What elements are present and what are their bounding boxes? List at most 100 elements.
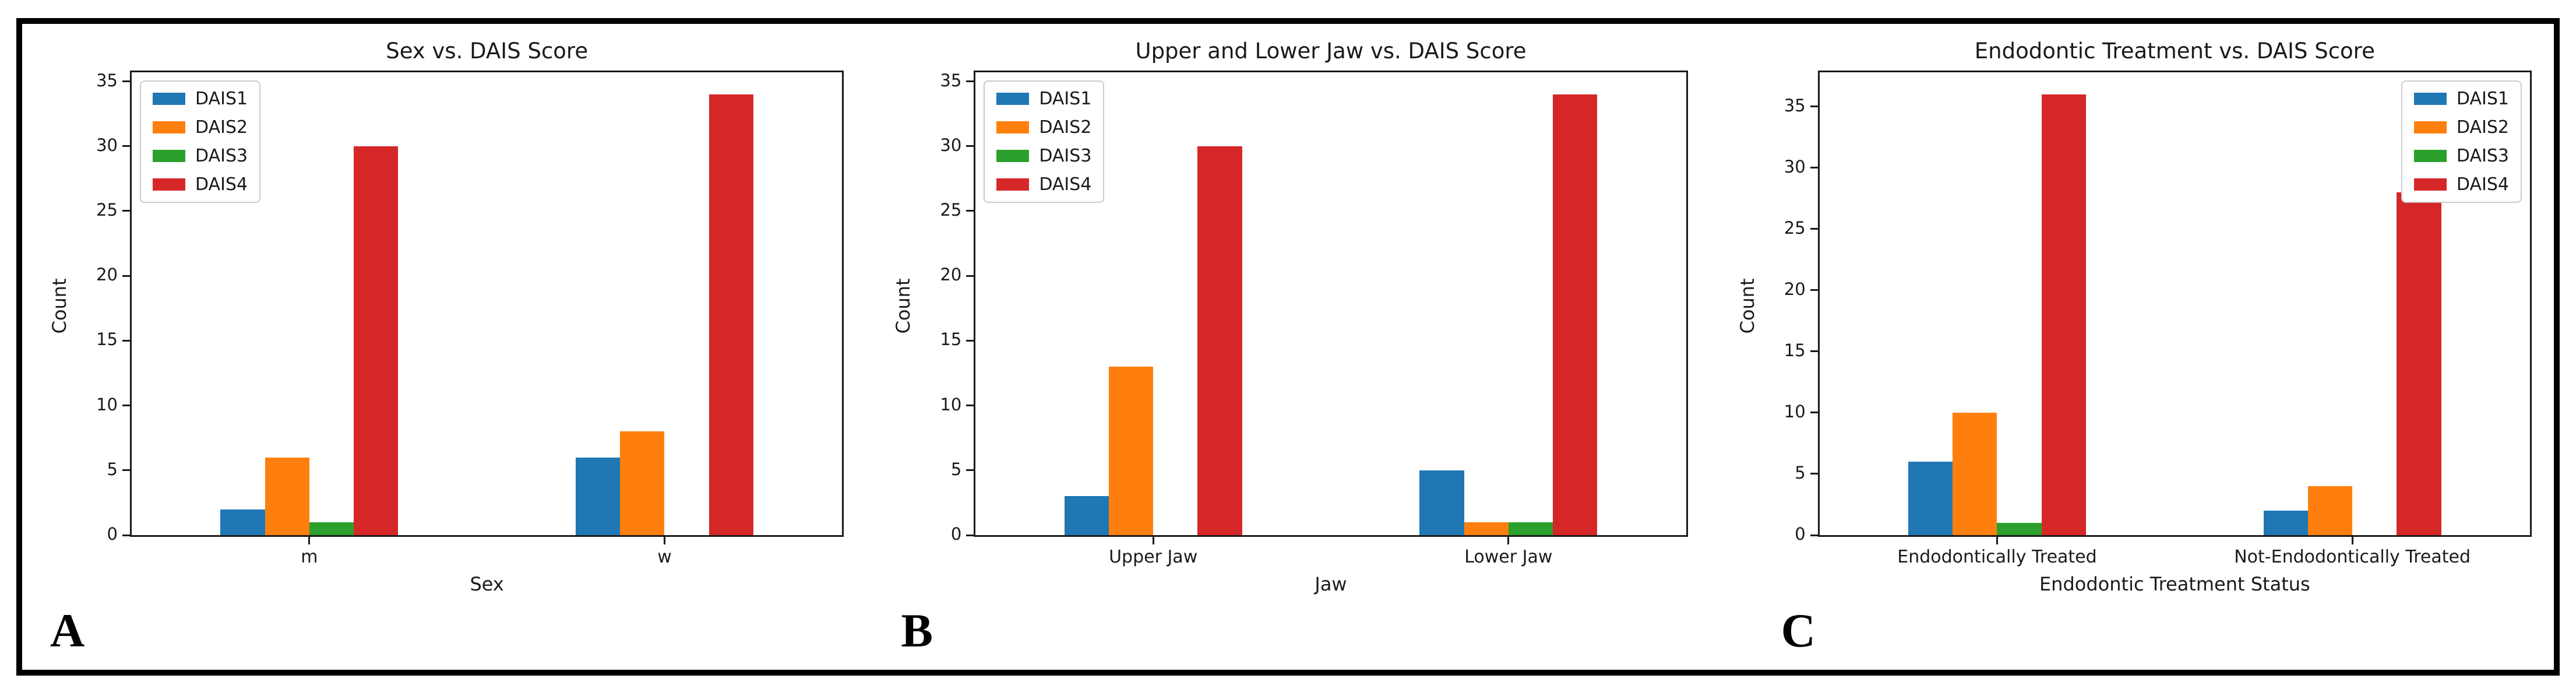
y-tick-label: 0 [950,524,962,544]
y-tick-label: 15 [1784,340,1806,360]
x-tick-label: Endodontically Treated [1897,547,2097,567]
bar-dais4-0 [354,146,399,535]
y-tick-mark [1810,534,1818,536]
y-tick-label: 0 [1795,524,1806,544]
y-axis-label-c: Count [1736,278,1759,334]
bar-dais1-1 [576,457,621,535]
bar-dais2-0 [265,457,309,535]
legend-swatch-icon [153,178,185,191]
y-tick-mark [122,534,130,536]
legend-entry-dais2: DAIS2 [996,117,1091,138]
x-tick-mark [1996,537,1998,544]
bar-dais1-1 [2263,511,2308,535]
legend-swatch-icon [153,93,185,105]
y-tick-label: 10 [1784,401,1806,421]
bar-dais1-0 [1908,461,1953,535]
legend-swatch-icon [996,93,1030,105]
y-tick-mark [1810,473,1818,475]
legend-swatch-icon [2413,121,2447,133]
y-tick-label: 20 [96,265,118,285]
legend-entry-dais4: DAIS4 [2413,174,2509,195]
y-tick-label: 20 [940,265,962,285]
y-tick-label: 30 [1784,156,1806,177]
x-tick-mark [2351,537,2353,544]
bar-dais4-0 [1197,146,1242,535]
panel-label-a: A [50,604,85,657]
x-axis-label-a: Sex [470,573,504,595]
plot-area-c: 0 5 10 15 20 25 30 35 Endodontically Treated Not-… [1784,71,2532,567]
legend-label: DAIS4 [195,174,248,195]
legend-swatch-icon [2413,93,2447,105]
y-tick-mark [122,469,130,472]
legend-label: DAIS1 [2456,89,2509,109]
y-tick-label: 5 [107,459,118,479]
bar-dais2-0 [1953,412,1997,535]
y-tick-mark [1810,289,1818,291]
y-tick-mark [122,210,130,212]
x-tick-label: w [657,547,672,567]
y-tick-mark [1810,106,1818,108]
bar-dais4-1 [2397,192,2441,535]
bar-dais1-1 [1419,470,1464,535]
x-tick-label: m [301,547,318,567]
y-tick-mark [122,339,130,342]
panel-label-b: B [901,604,933,657]
chart-panel-c: Endodontic Treatment vs. DAIS Score 0 5 10… [1710,24,2554,670]
bar-dais4-1 [709,94,753,535]
bar-dais3-0 [309,522,354,535]
y-axis-label-a: Count [48,278,71,334]
legend: DAIS1 DAIS2 DAIS3 DAIS4 [140,80,261,203]
chart-title-b: Upper and Lower Jaw vs. DAIS Score [1135,38,1527,64]
legend-swatch-icon [996,178,1030,191]
legend-label: DAIS1 [1039,89,1092,109]
legend-swatch-icon [2413,178,2447,191]
x-tick-label: Upper Jaw [1109,547,1198,567]
y-tick-mark [122,275,130,277]
y-tick-label: 35 [940,70,962,90]
legend-entry-dais3: DAIS3 [153,146,248,166]
y-axis-label-b: Count [892,278,915,334]
y-tick-mark [1810,412,1818,414]
legend: DAIS1 DAIS2 DAIS3 DAIS4 [984,80,1105,203]
y-tick-mark [966,469,974,472]
legend-entry-dais1: DAIS1 [996,89,1091,109]
legend-swatch-icon [996,150,1030,162]
chart-title-c: Endodontic Treatment vs. DAIS Score [1974,38,2375,64]
legend-label: DAIS3 [195,146,248,166]
chart-panel-a: Sex vs. DAIS Score 0 5 10 15 20 25 30 35 m w DAIS1… [22,24,866,670]
x-tick-mark [663,537,665,544]
y-tick-mark [122,405,130,407]
y-tick-label: 20 [1784,279,1806,299]
legend-entry-dais4: DAIS4 [153,174,248,195]
y-tick-mark [966,80,974,83]
legend-label: DAIS2 [195,117,248,138]
x-axis-label-c: Endodontic Treatment Status [2039,573,2310,595]
legend: DAIS1 DAIS2 DAIS3 DAIS4 [2401,80,2522,203]
y-tick-mark [966,145,974,147]
y-tick-mark [966,339,974,342]
y-tick-label: 5 [1795,462,1806,483]
y-tick-label: 10 [96,394,118,414]
y-tick-mark [122,145,130,147]
bar-dais4-0 [2041,94,2086,535]
legend-label: DAIS3 [2456,146,2509,166]
x-tick-label: Not-Endodontically Treated [2234,547,2471,567]
legend-entry-dais3: DAIS3 [996,146,1091,166]
y-tick-label: 15 [940,329,962,350]
chart-title-a: Sex vs. DAIS Score [386,38,589,64]
y-tick-label: 10 [940,394,962,414]
legend-swatch-icon [2413,150,2447,162]
legend-label: DAIS4 [2456,174,2509,195]
legend-swatch-icon [996,121,1030,133]
y-tick-mark [966,534,974,536]
x-tick-mark [1152,537,1154,544]
y-tick-mark [966,210,974,212]
bar-dais2-1 [2307,486,2353,535]
bar-dais2-1 [620,431,665,535]
legend-label: DAIS2 [1039,117,1092,138]
y-tick-mark [1810,167,1818,169]
y-tick-label: 25 [96,199,118,220]
legend-swatch-icon [153,121,185,133]
legend-label: DAIS3 [1039,146,1092,166]
x-tick-mark [308,537,311,544]
